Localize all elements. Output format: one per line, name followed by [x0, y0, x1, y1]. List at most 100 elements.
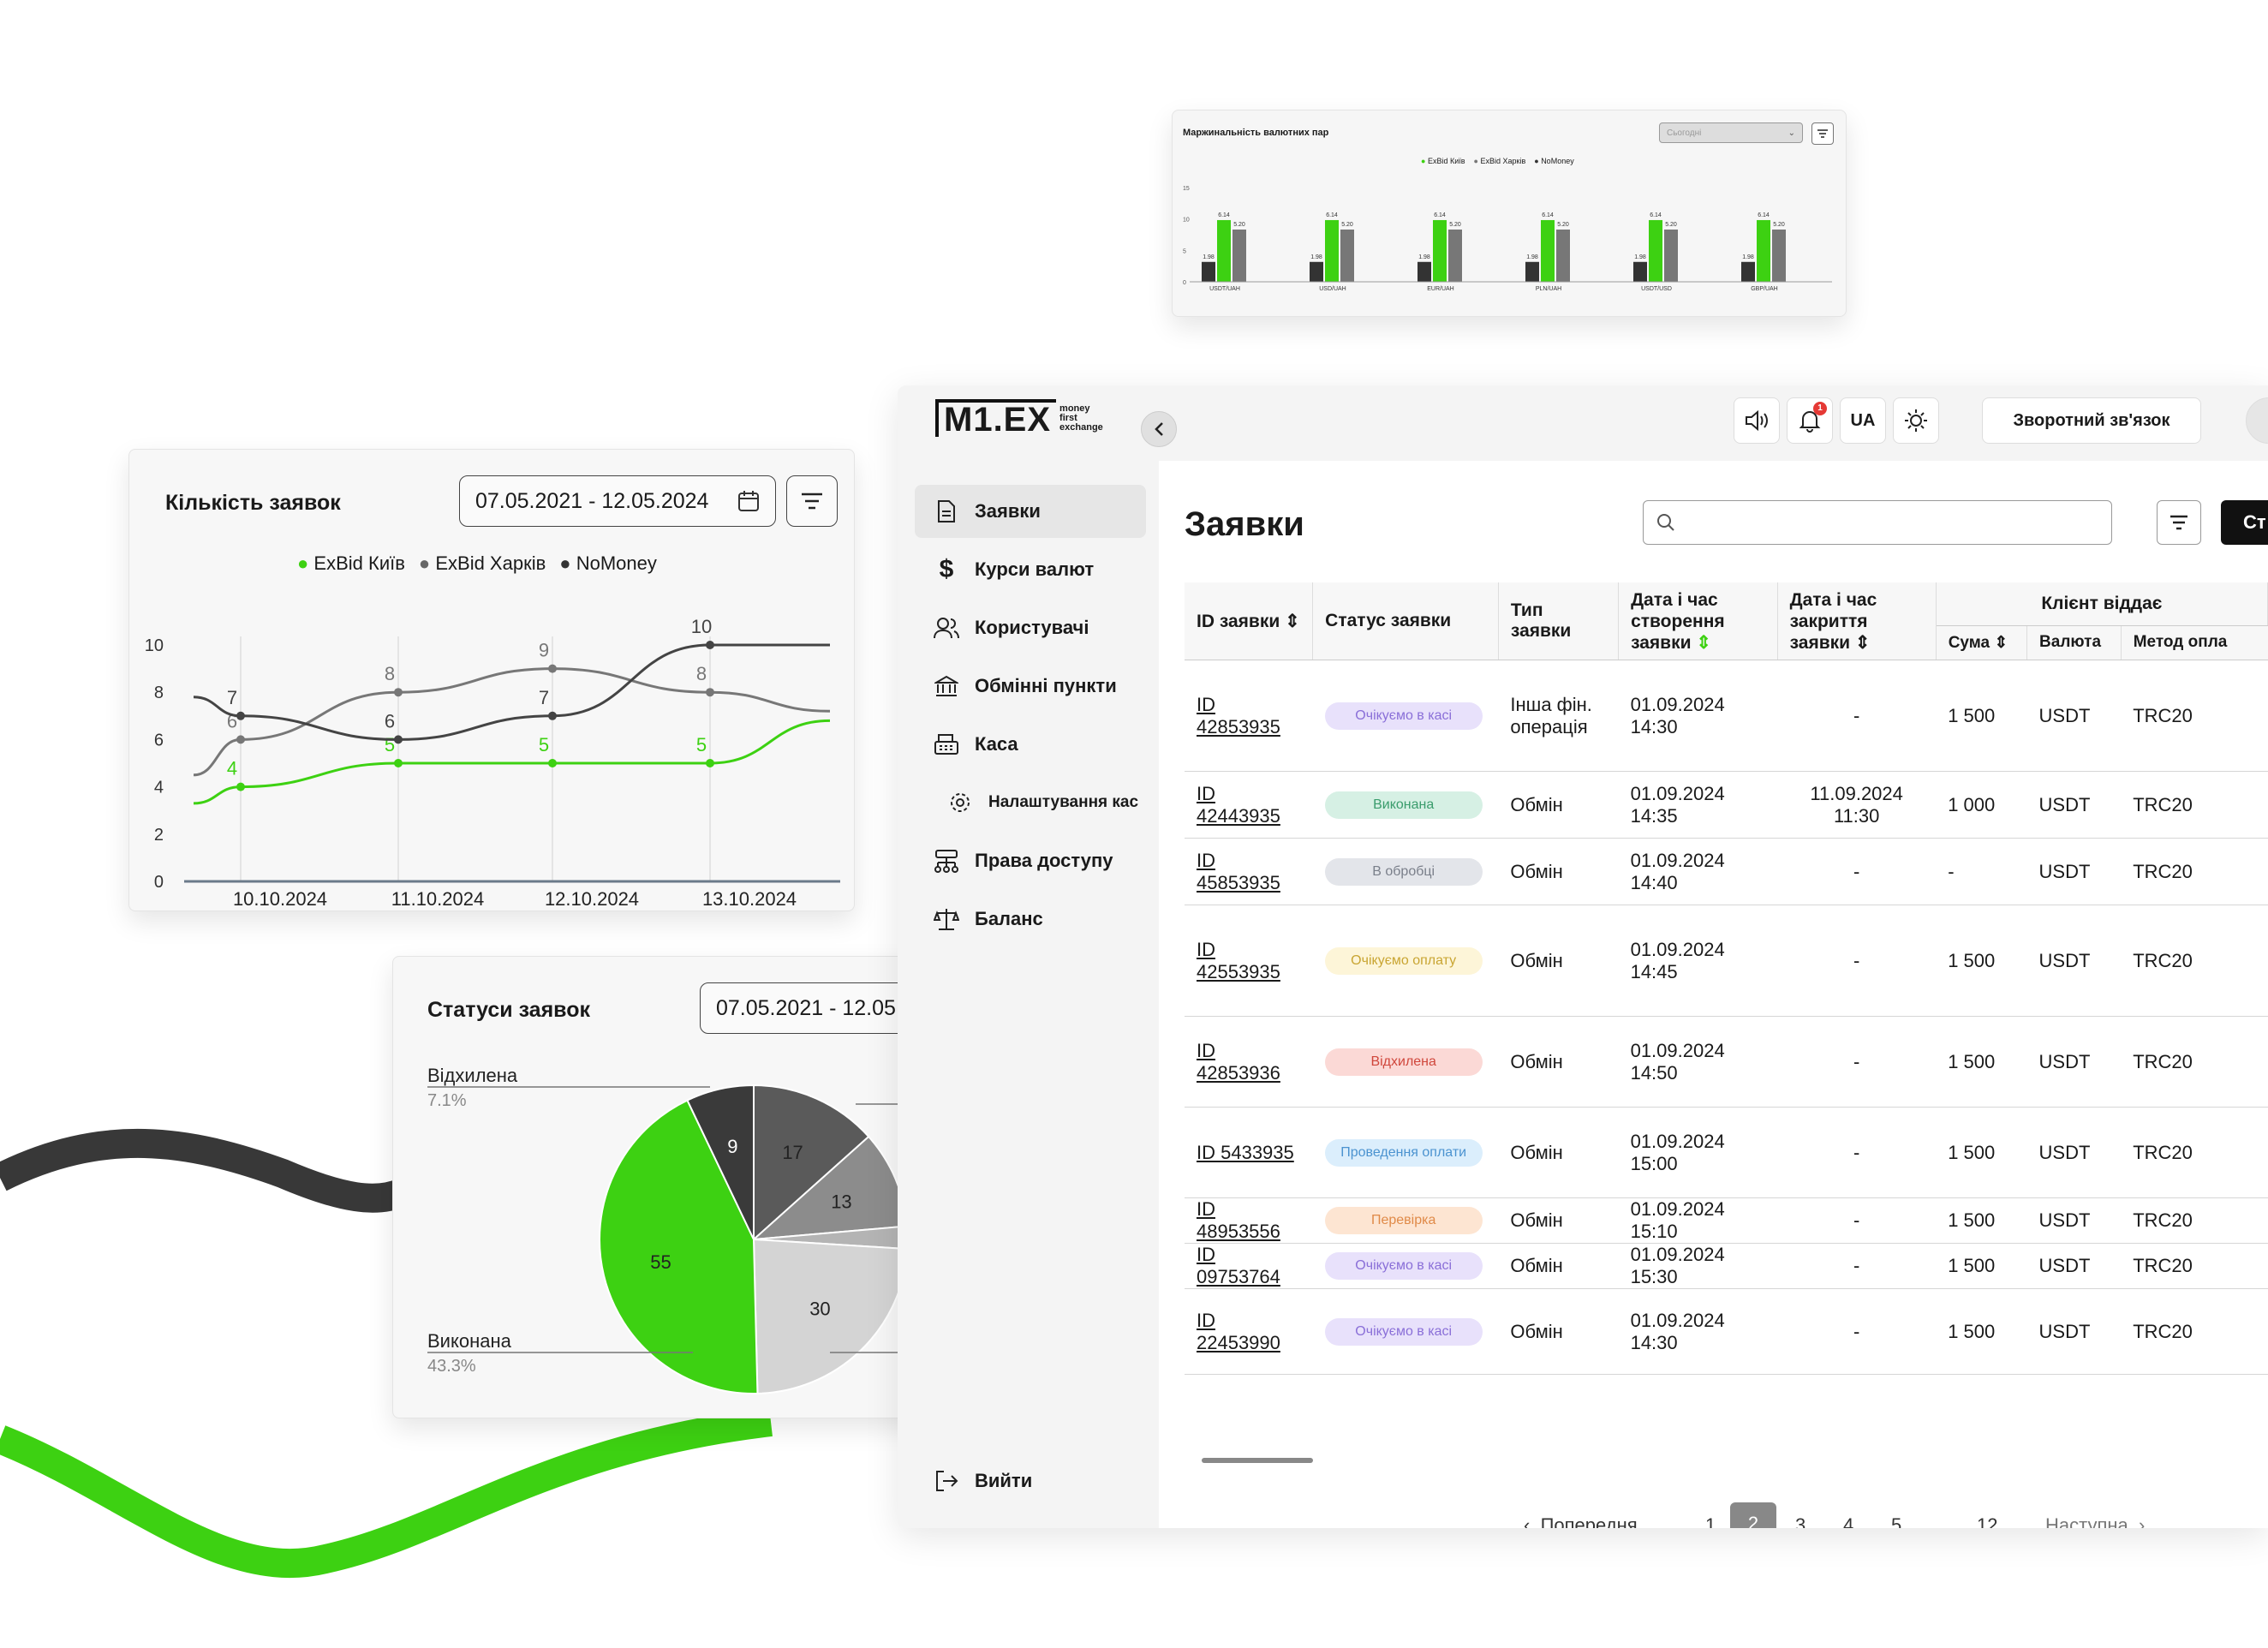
bar-value-label: 6.14	[1434, 212, 1446, 218]
data-point	[236, 711, 245, 720]
sidebar-item-label: Заявки	[975, 500, 1041, 522]
page-1[interactable]: 1	[1705, 1514, 1716, 1528]
pagination-next[interactable]: Наступна ›	[2045, 1514, 2145, 1528]
table-row[interactable]: ID 48953556 Перевірка Обмін 01.09.2024 15:1…	[1185, 1197, 2268, 1244]
sidebar-item-access-rights[interactable]: Права доступу	[915, 834, 1146, 887]
y-tick-label: 10	[1183, 218, 1190, 224]
cell-id[interactable]: ID 5433935	[1185, 1107, 1313, 1198]
sidebar-item-cash[interactable]: Каса	[915, 718, 1146, 771]
table-row[interactable]: ID 42853935 Очікуємо в касі Інша фін. опер…	[1185, 660, 2268, 772]
slice-value-label: 13	[831, 1191, 851, 1213]
table-row[interactable]: ID 22453990 Очікуємо в касі Обмін 01.09.202…	[1185, 1288, 2268, 1375]
document-icon	[934, 499, 959, 524]
bar	[1649, 219, 1662, 282]
line-date-range-input[interactable]: 07.05.2021 - 12.05.2024	[459, 475, 776, 527]
y-tick-label: 0	[1183, 280, 1186, 286]
sidebar-item-rates[interactable]: $ Курси валют	[915, 543, 1146, 596]
cell-closed: -	[1777, 1243, 1937, 1289]
table-row[interactable]: ID 42553935 Очікуємо оплату Обмін 01.09.202…	[1185, 905, 2268, 1017]
table-horizontal-scrollbar[interactable]	[1202, 1458, 1313, 1463]
requests-count-card: Кількість заявок 07.05.2021 - 12.05.2024…	[128, 449, 855, 911]
bar-chart: 1510501.986.145.20USDT/UAH1.986.145.20US…	[1183, 186, 1832, 292]
cell-id[interactable]: ID 42853935	[1185, 660, 1313, 772]
search-input[interactable]	[1643, 500, 2112, 545]
col-closed-header[interactable]: Дата і час закриття заявки ⇕	[1777, 582, 1937, 660]
create-request-button[interactable]: Ст	[2221, 500, 2268, 545]
cell-method: TRC20	[2121, 660, 2268, 772]
margin-bar-card: Маржинальність валютних пар Сьогодні ⌄ ●…	[1172, 110, 1847, 317]
feedback-button[interactable]: Зворотний зв'язок	[1982, 397, 2201, 444]
page-2-current[interactable]: 2	[1730, 1502, 1776, 1528]
logo-text: M1.EX	[935, 399, 1057, 437]
pagination-prev[interactable]: ‹ Попередня	[1524, 1514, 1638, 1528]
profile-button[interactable]	[2246, 397, 2268, 444]
dollar-icon: $	[939, 555, 954, 583]
sidebar-item-exchange-points[interactable]: Обмінні пункти	[915, 660, 1146, 713]
slice-label: Відхилена	[427, 1065, 518, 1086]
notification-count-badge: 1	[1813, 402, 1827, 415]
col-method-header: Метод опла	[2121, 625, 2268, 661]
y-tick-label: 4	[154, 779, 164, 797]
chevron-left-icon	[1155, 422, 1163, 436]
cell-status: Очікуємо в касі	[1312, 1288, 1499, 1375]
sidebar-item-requests[interactable]: Заявки	[915, 485, 1146, 538]
cell-id[interactable]: ID 48953556	[1185, 1197, 1313, 1244]
table-row[interactable]: ID 45853935 В обробці Обмін 01.09.2024 14:4…	[1185, 838, 2268, 905]
table-row[interactable]: ID 5433935 Проведення оплати Обмін 01.09.20…	[1185, 1107, 2268, 1198]
filter-icon	[1817, 129, 1828, 138]
table-row[interactable]: ID 42443935 Виконана Обмін 01.09.2024 14:35…	[1185, 771, 2268, 839]
cell-id[interactable]: ID 22453990	[1185, 1288, 1313, 1375]
line-filter-button[interactable]	[786, 475, 838, 527]
col-id-header[interactable]: ID заявки ⇕	[1185, 582, 1314, 660]
cell-closed: -	[1777, 1107, 1937, 1198]
pie-slice	[599, 1099, 759, 1394]
cell-type: Обмін	[1498, 838, 1619, 905]
col-sum-header[interactable]: Сума ⇕	[1936, 625, 2028, 661]
page-5[interactable]: 5	[1891, 1514, 1902, 1528]
table-filter-button[interactable]	[2157, 500, 2201, 545]
status-badge: Перевірка	[1324, 1207, 1483, 1234]
legend-item: ● NoMoney	[1534, 157, 1574, 165]
cell-id[interactable]: ID 42443935	[1185, 771, 1313, 839]
bar-value-label: 1.98	[1526, 254, 1538, 260]
cell-currency: USDT	[2026, 1197, 2122, 1244]
table-row[interactable]: ID 09753764 Очікуємо в касі Обмін 01.09.202…	[1185, 1243, 2268, 1289]
chevron-right-icon: ›	[2138, 1514, 2146, 1528]
data-label: 5	[539, 734, 549, 755]
collapse-sidebar-button[interactable]	[1141, 411, 1177, 447]
data-label: 8	[385, 663, 395, 684]
cell-currency: USDT	[2026, 771, 2122, 839]
cell-currency: USDT	[2026, 905, 2122, 1017]
status-badge: Виконана	[1324, 791, 1483, 819]
cell-id[interactable]: ID 09753764	[1185, 1243, 1313, 1289]
col-created-header[interactable]: Дата і час створення заявки ⇕	[1618, 582, 1778, 660]
table-row[interactable]: ID 42853936 Відхилена Обмін 01.09.2024 14:5…	[1185, 1016, 2268, 1108]
cell-id[interactable]: ID 42853936	[1185, 1016, 1313, 1108]
bar-filter-button[interactable]	[1811, 122, 1834, 145]
cell-status: Перевірка	[1312, 1197, 1499, 1244]
page-12[interactable]: 12	[1977, 1514, 1998, 1528]
cell-id[interactable]: ID 45853935	[1185, 838, 1313, 905]
logout-button[interactable]: Вийти	[915, 1454, 1146, 1508]
access-icon	[934, 848, 959, 874]
page-4[interactable]: 4	[1843, 1514, 1854, 1528]
language-button[interactable]: UA	[1840, 397, 1886, 444]
sound-button[interactable]	[1734, 397, 1780, 444]
bar	[1772, 229, 1786, 282]
bar-value-label: 1.98	[1310, 254, 1322, 260]
page-ellipsis: ...	[1937, 1514, 1954, 1528]
sidebar-item-users[interactable]: Користувачі	[915, 601, 1146, 654]
sidebar-item-label: Баланс	[975, 908, 1043, 929]
col-type-header: Тип заявки	[1498, 582, 1620, 660]
cell-id[interactable]: ID 42553935	[1185, 905, 1313, 1017]
cell-created: 01.09.2024 14:50	[1618, 1016, 1778, 1108]
cell-created: 01.09.2024 15:30	[1618, 1243, 1778, 1289]
period-select[interactable]: Сьогодні ⌄	[1659, 122, 1803, 143]
page-3[interactable]: 3	[1795, 1514, 1806, 1528]
notifications-button[interactable]: 1	[1787, 397, 1833, 444]
bar-value-label: 5.20	[1773, 222, 1785, 228]
sidebar-item-cash-settings[interactable]: Налаштування кас	[915, 776, 1146, 829]
sidebar-item-balance[interactable]: Баланс	[915, 893, 1146, 946]
theme-toggle-button[interactable]	[1893, 397, 1939, 444]
cell-sum: 1 500	[1936, 660, 2027, 772]
